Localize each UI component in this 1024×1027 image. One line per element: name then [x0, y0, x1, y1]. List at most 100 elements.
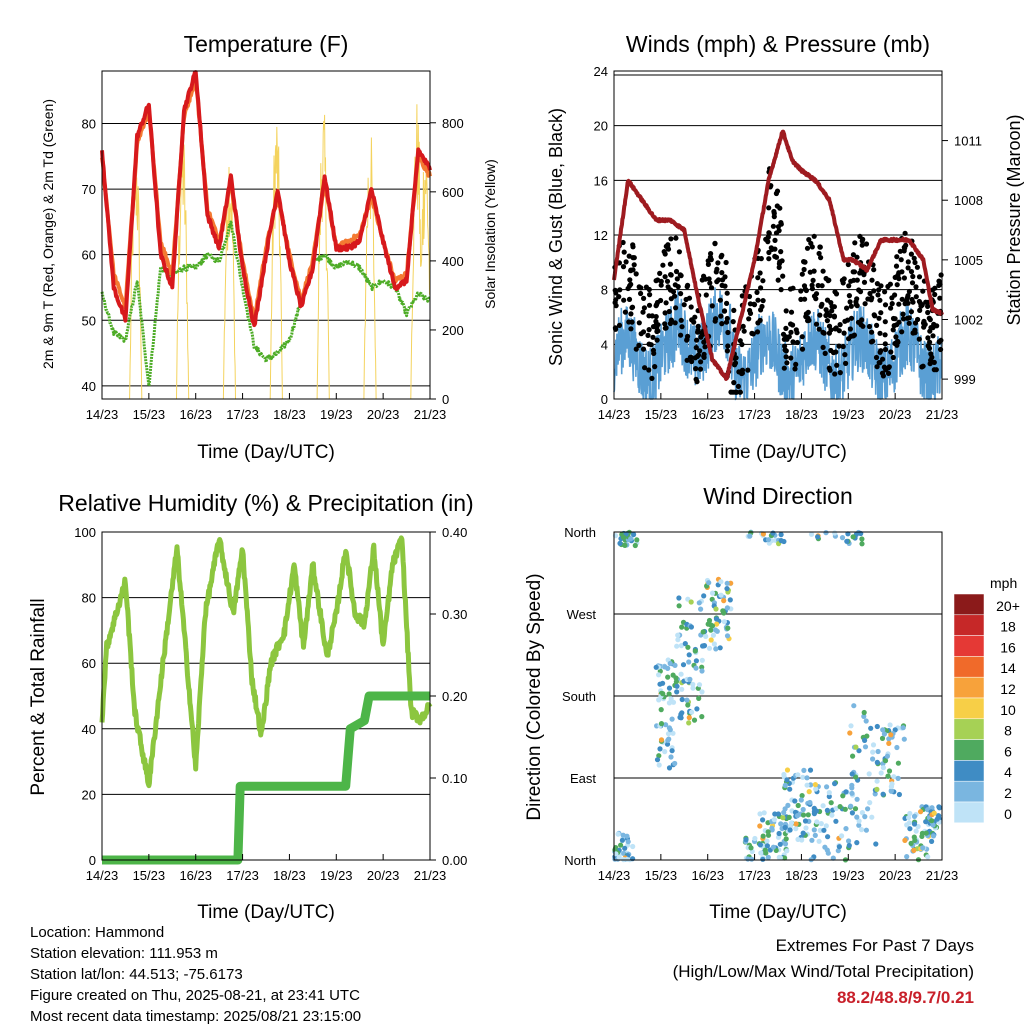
gust-point	[911, 255, 917, 261]
direction-point	[713, 606, 719, 612]
gust-point	[794, 339, 801, 346]
gust-point	[788, 355, 794, 361]
winds-x-tick-label: 14/23	[598, 407, 631, 422]
gust-point	[650, 334, 656, 340]
direction-point	[846, 842, 852, 849]
direction-point	[862, 814, 868, 820]
direction-point	[812, 782, 819, 788]
direction-point	[700, 643, 707, 649]
gust-point	[672, 320, 678, 326]
direction-point	[764, 838, 770, 844]
direction-points	[612, 529, 943, 863]
gust-point	[681, 302, 687, 308]
gust-point	[790, 322, 796, 328]
gust-point	[937, 281, 943, 287]
direction-point	[842, 806, 848, 812]
gust-point	[913, 294, 919, 300]
direction-title: Wind Direction	[703, 483, 853, 509]
gust-point	[900, 316, 907, 322]
gust-point	[678, 332, 684, 338]
direction-point	[798, 797, 804, 803]
gust-point	[783, 308, 789, 314]
gust-point	[852, 240, 858, 246]
gust-point	[783, 325, 789, 331]
gust-point	[675, 284, 681, 290]
direction-point	[675, 632, 681, 638]
gust-point	[832, 371, 838, 377]
direction-point	[874, 786, 880, 793]
direction-point	[665, 674, 671, 680]
winds-x-tick-label: 21/23	[926, 407, 959, 422]
gust-point	[658, 278, 664, 284]
gust-point	[888, 305, 894, 311]
direction-point	[657, 746, 663, 752]
humidity-y-tick-label: 20	[82, 787, 96, 802]
direction-point	[811, 811, 818, 817]
direction-point	[699, 664, 705, 670]
gust-point	[938, 272, 944, 278]
direction-point	[801, 767, 807, 774]
legend-label: 6	[1004, 743, 1012, 759]
gust-point	[724, 290, 730, 296]
gust-point	[754, 289, 760, 295]
direction-point	[686, 720, 692, 726]
gust-point	[847, 326, 854, 332]
gust-point	[721, 308, 728, 314]
gust-point	[906, 320, 912, 326]
gust-point	[826, 323, 833, 329]
gust-point	[630, 242, 636, 248]
gust-point	[766, 249, 772, 256]
direction-point	[888, 783, 895, 790]
gust-point	[842, 352, 848, 358]
gust-point	[719, 252, 725, 258]
direction-point	[721, 619, 728, 625]
gust-point	[919, 364, 925, 370]
legend-swatch	[953, 656, 985, 678]
direction-point	[930, 822, 936, 828]
direction-point	[848, 803, 854, 809]
gust-point	[722, 283, 728, 289]
direction-point	[760, 531, 767, 537]
gust-point	[853, 301, 859, 308]
gust-point	[816, 250, 822, 257]
gust-point	[668, 287, 674, 293]
gust-point	[628, 268, 634, 274]
station-latlon: Station lat/lon: 44.513; -75.6173	[30, 966, 243, 983]
gust-point	[861, 279, 868, 285]
gust-point	[773, 230, 780, 236]
direction-point	[658, 707, 664, 713]
gust-point	[878, 283, 884, 289]
temperature-y-tick-label: 50	[82, 313, 96, 328]
direction-point	[656, 762, 662, 768]
gust-point	[702, 344, 708, 350]
direction-point	[884, 753, 891, 759]
direction-point	[832, 530, 838, 536]
winds-y-right-tick-label: 1002	[954, 312, 983, 327]
gust-point	[666, 308, 672, 315]
direction-point	[829, 812, 835, 818]
direction-point	[822, 844, 828, 850]
direction-point	[795, 772, 801, 778]
legend-label: 4	[1004, 764, 1012, 780]
gust-point	[899, 296, 905, 302]
direction-point	[851, 703, 857, 709]
gust-point	[662, 310, 668, 316]
gust-point	[903, 242, 909, 248]
gust-point	[642, 365, 648, 371]
gust-point	[892, 292, 898, 298]
gust-point	[631, 262, 637, 268]
gust-point	[882, 346, 889, 353]
direction-point	[887, 722, 893, 728]
direction-point	[708, 637, 714, 643]
direction-point	[669, 716, 675, 722]
direction-point	[686, 659, 692, 665]
direction-point	[788, 820, 795, 826]
gust-point	[623, 259, 629, 265]
direction-point	[802, 818, 809, 824]
humidity-x-tick-label: 16/23	[179, 868, 212, 883]
gust-point	[627, 277, 633, 283]
gust-point	[874, 322, 880, 328]
gust-point	[745, 367, 751, 373]
direction-point	[747, 533, 753, 539]
direction-point	[665, 731, 672, 737]
